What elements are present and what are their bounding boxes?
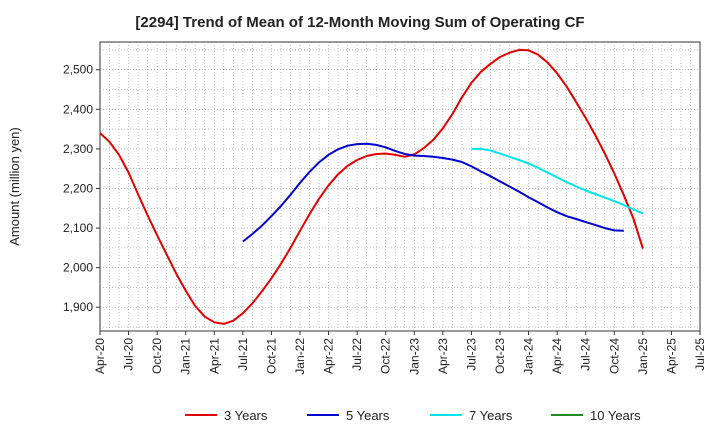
legend-label: 7 Years (469, 408, 513, 423)
y-axis: 1,900 2,000 2,100 2,200 2,300 2,400 2,500 (63, 63, 100, 314)
y-tick-label: 2,300 (63, 142, 93, 156)
y-tick-label: 2,200 (63, 181, 93, 195)
plot-area (99, 41, 701, 332)
legend-label: 10 Years (590, 408, 641, 423)
x-tick-label: Oct-21 (264, 338, 278, 374)
x-tick-label: Jan-25 (636, 338, 650, 375)
chart-title: [2294] Trend of Mean of 12-Month Moving … (135, 14, 585, 31)
x-tick-label: Jul-21 (236, 338, 250, 371)
legend: 3 Years 5 Years 7 Years 10 Years (185, 408, 641, 423)
x-tick-label: Apr-22 (322, 338, 336, 374)
x-tick-label: Jul-22 (350, 338, 364, 371)
legend-label: 5 Years (346, 408, 390, 423)
x-tick-label: Jan-24 (522, 338, 536, 375)
y-tick-label: 2,500 (63, 63, 93, 77)
y-tick-label: 2,000 (63, 261, 93, 275)
y-tick-label: 1,900 (63, 300, 93, 314)
x-tick-label: Jul-20 (122, 338, 136, 371)
series-line-7-years (471, 147, 644, 215)
x-tick-label: Apr-23 (436, 338, 450, 374)
x-tick-label: Jan-23 (407, 338, 421, 375)
x-tick-label: Apr-25 (664, 338, 678, 374)
y-tick-label: 2,100 (63, 221, 93, 235)
legend-label: 3 Years (224, 408, 268, 423)
x-axis: Apr-20 Jul-20 Oct-20 Jan-21 Apr-21 Jul-21 Oct-… (93, 331, 707, 375)
x-tick-label: Jul-24 (579, 338, 593, 371)
grid-lines (100, 42, 700, 331)
x-tick-label: Oct-22 (379, 338, 393, 374)
x-tick-label: Jul-23 (464, 338, 478, 371)
x-tick-label: Jul-25 (693, 338, 707, 371)
x-tick-label: Jan-21 (179, 338, 193, 375)
x-tick-label: Jan-22 (293, 338, 307, 375)
x-tick-label: Oct-24 (607, 338, 621, 374)
x-tick-label: Oct-20 (150, 338, 164, 374)
series-line-3-years (99, 48, 644, 325)
y-axis-label: Amount (million yen) (7, 127, 22, 246)
x-tick-label: Apr-24 (550, 338, 564, 374)
y-tick-label: 2,400 (63, 102, 93, 116)
x-tick-label: Apr-21 (207, 338, 221, 374)
x-tick-label: Apr-20 (93, 338, 107, 374)
x-tick-label: Oct-23 (493, 338, 507, 374)
series-line-5-years (242, 142, 624, 243)
series-layer (99, 48, 644, 325)
